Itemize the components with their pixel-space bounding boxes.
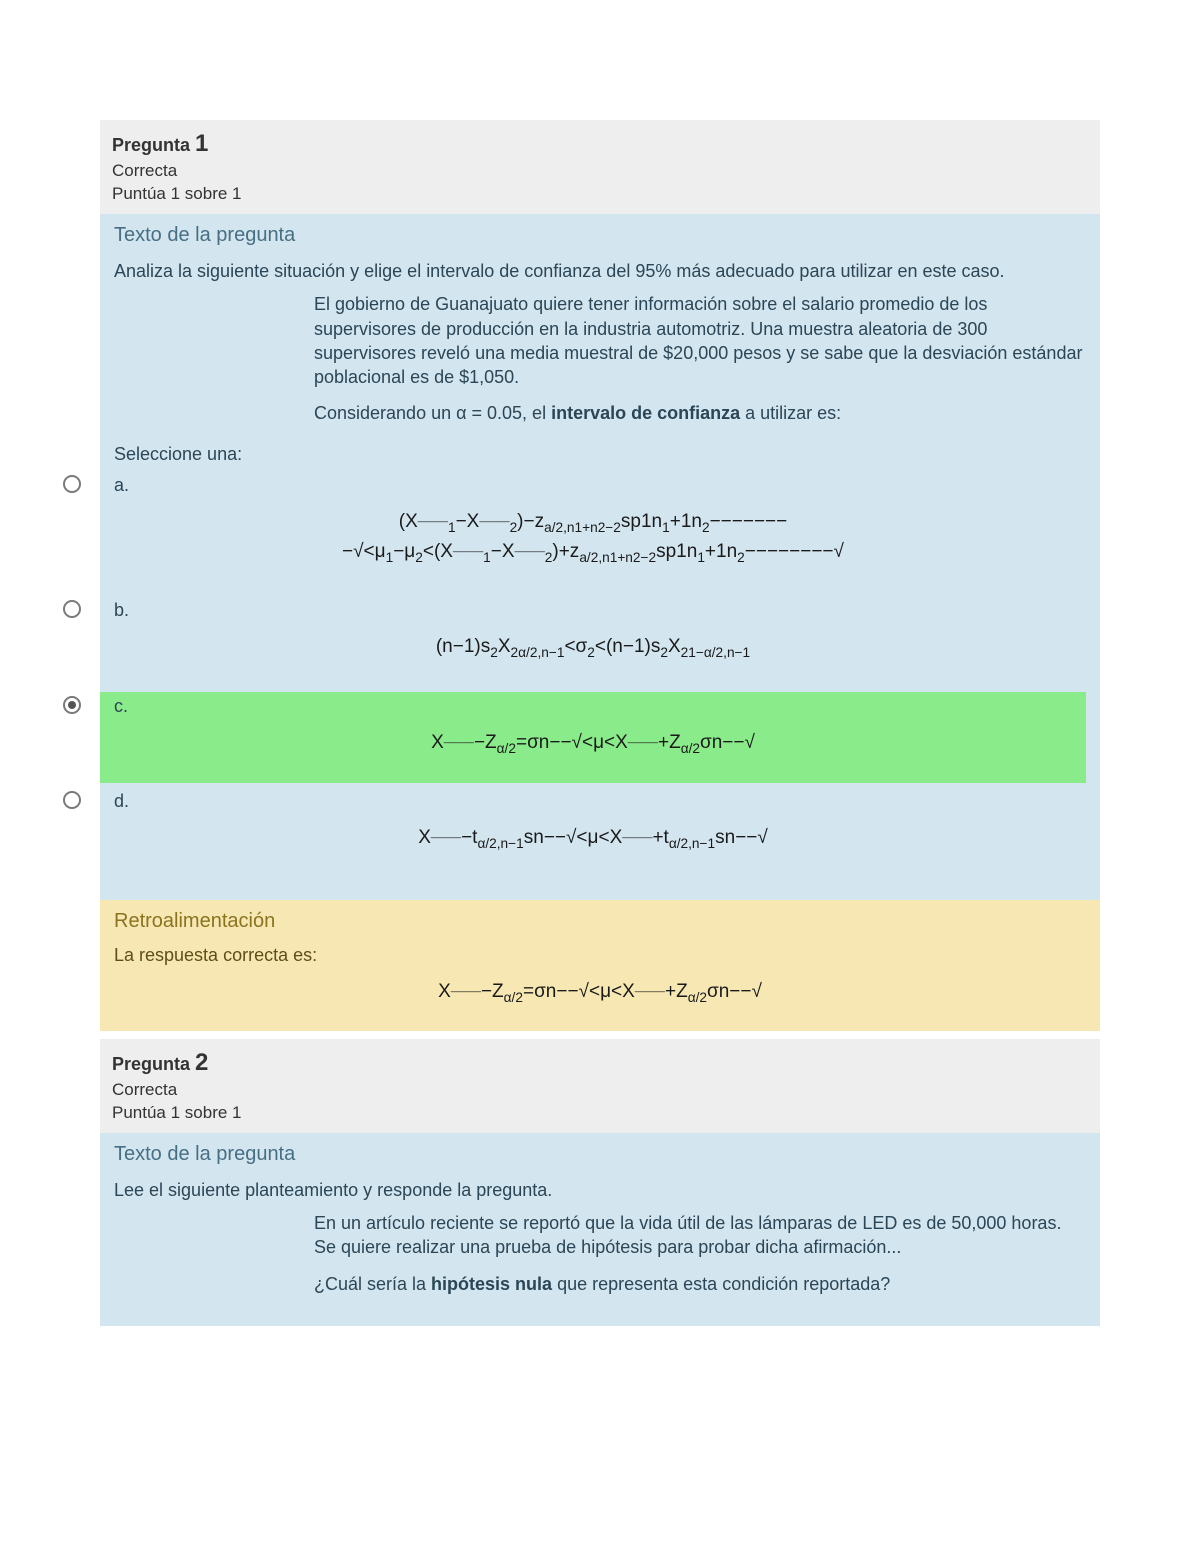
feedback-title: Retroalimentación (114, 910, 1086, 933)
select-one-label: Seleccione una: (114, 444, 1086, 465)
question-label: Pregunta (112, 1054, 190, 1074)
question-header: Pregunta 1 Correcta Puntúa 1 sobre 1 (100, 120, 1100, 214)
question-status: Correcta (112, 160, 1088, 183)
feedback-formula: X¯¯¯¯−Zα/2=σn−−√<μ<X¯¯¯¯+Zα/2σn−−√ (114, 972, 1086, 1014)
question-status: Correcta (112, 1079, 1088, 1102)
option-letter: c. (114, 696, 128, 717)
context2-bold: hipótesis nula (431, 1274, 552, 1294)
radio-cell (44, 787, 100, 809)
radio-cell (44, 471, 100, 493)
context2-pre: ¿Cuál sería la (314, 1274, 431, 1294)
context2-post: que representa esta condición reportada? (552, 1274, 890, 1294)
question-1: Pregunta 1 Correcta Puntúa 1 sobre 1 Tex… (100, 120, 1100, 1031)
option-b-formula: (n−1)s2X2α/2,n−1<σ2<(n−1)s2X21−α/2,n−1 (114, 627, 1072, 669)
question-points: Puntúa 1 sobre 1 (112, 1102, 1088, 1125)
option-letter: a. (114, 475, 129, 496)
option-a-formula: (X¯¯¯¯1−X¯¯¯¯2)−za/2,n1+n2−2sp1n1+1n2−−−… (114, 502, 1072, 575)
radio-cell (44, 692, 100, 714)
question-number: 1 (195, 130, 208, 157)
option-d-formula: X¯¯¯¯−tα/2,n−1sn−−√<μ<X¯¯¯¯+tα/2,n−1sn−−… (114, 818, 1072, 860)
feedback-text: La respuesta correcta es: (114, 945, 1086, 966)
question-context-2: ¿Cuál sería la hipótesis nula que repres… (314, 1272, 1086, 1296)
option-a-content[interactable]: a. (X¯¯¯¯1−X¯¯¯¯2)−za/2,n1+n2−2sp1n1+1n2… (100, 471, 1086, 593)
question-intro: Lee el siguiente planteamiento y respond… (114, 1180, 1086, 1201)
question-section-title: Texto de la pregunta (114, 224, 1086, 247)
question-intro: Analiza la siguiente situación y elige e… (114, 261, 1086, 282)
context2-bold: intervalo de confianza (551, 403, 740, 423)
question-body: Texto de la pregunta Analiza la siguient… (100, 214, 1100, 900)
options-list: a. (X¯¯¯¯1−X¯¯¯¯2)−za/2,n1+n2−2sp1n1+1n2… (44, 471, 1086, 879)
radio-b[interactable] (63, 600, 81, 618)
radio-c[interactable] (63, 696, 81, 714)
question-context-1: En un artículo reciente se reportó que l… (314, 1211, 1086, 1260)
option-d-content[interactable]: d. X¯¯¯¯−tα/2,n−1sn−−√<μ<X¯¯¯¯+tα/2,n−1s… (100, 787, 1086, 878)
question-context-1: El gobierno de Guanajuato quiere tener i… (314, 292, 1086, 389)
context2-post: a utilizar es: (740, 403, 841, 423)
question-2: Pregunta 2 Correcta Puntúa 1 sobre 1 Tex… (100, 1039, 1100, 1326)
radio-cell (44, 596, 100, 618)
question-points: Puntúa 1 sobre 1 (112, 183, 1088, 206)
radio-a[interactable] (63, 475, 81, 493)
feedback-block: Retroalimentación La respuesta correcta … (100, 900, 1100, 1030)
context2-pre: Considerando un α = 0.05, el (314, 403, 551, 423)
radio-d[interactable] (63, 791, 81, 809)
option-c: c. X¯¯¯¯−Zα/2=σn−−√<μ<X¯¯¯¯+Zα/2σn−−√ (44, 692, 1086, 783)
option-letter: d. (114, 791, 129, 812)
question-context-2: Considerando un α = 0.05, el intervalo d… (314, 401, 1086, 425)
option-c-content[interactable]: c. X¯¯¯¯−Zα/2=σn−−√<μ<X¯¯¯¯+Zα/2σn−−√ (100, 692, 1086, 783)
question-body: Texto de la pregunta Lee el siguiente pl… (100, 1133, 1100, 1326)
option-letter: b. (114, 600, 129, 621)
question-title: Pregunta 1 (112, 128, 1088, 160)
option-b-content[interactable]: b. (n−1)s2X2α/2,n−1<σ2<(n−1)s2X21−α/2,n−… (100, 596, 1086, 687)
question-header: Pregunta 2 Correcta Puntúa 1 sobre 1 (100, 1039, 1100, 1133)
question-section-title: Texto de la pregunta (114, 1143, 1086, 1166)
option-d: d. X¯¯¯¯−tα/2,n−1sn−−√<μ<X¯¯¯¯+tα/2,n−1s… (44, 787, 1086, 878)
question-label: Pregunta (112, 135, 190, 155)
option-c-formula: X¯¯¯¯−Zα/2=σn−−√<μ<X¯¯¯¯+Zα/2σn−−√ (114, 723, 1072, 765)
question-title: Pregunta 2 (112, 1047, 1088, 1079)
option-b: b. (n−1)s2X2α/2,n−1<σ2<(n−1)s2X21−α/2,n−… (44, 596, 1086, 687)
question-number: 2 (195, 1049, 208, 1076)
option-a: a. (X¯¯¯¯1−X¯¯¯¯2)−za/2,n1+n2−2sp1n1+1n2… (44, 471, 1086, 593)
